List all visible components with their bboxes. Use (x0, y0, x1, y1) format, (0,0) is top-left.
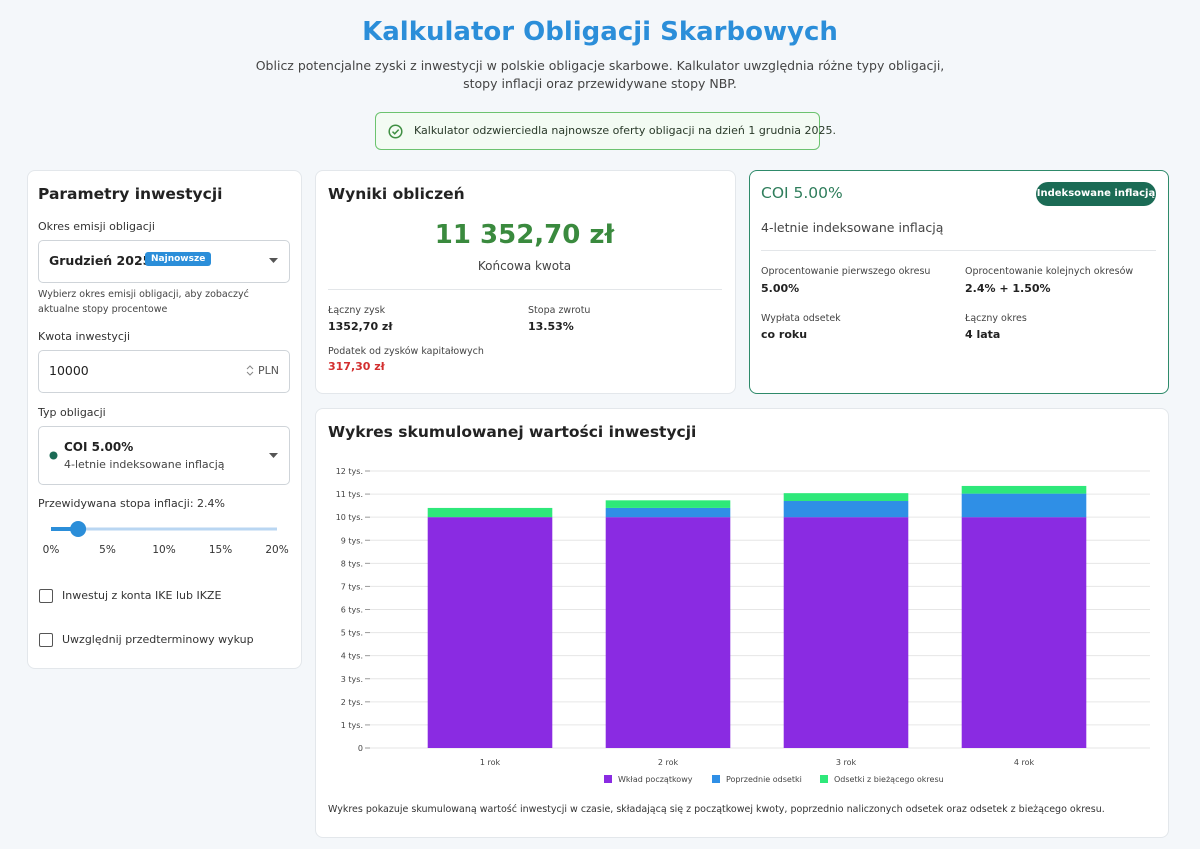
dropdown-arrow (269, 453, 279, 459)
bar-segment (784, 501, 909, 517)
inflation-label: Przewidywana stopa inflacji: 2.4% (38, 497, 225, 510)
y-tick-label: 2 tys. (341, 698, 363, 707)
bond-item-value: 2.4% + 1.50% (965, 282, 1051, 295)
stat-value: 1352,70 zł (328, 320, 392, 333)
bond-item-label: Oprocentowanie kolejnych okresów (965, 266, 1133, 277)
stat-value: 317,30 zł (328, 360, 385, 373)
type-name: COI 5.00% (64, 440, 133, 454)
period-label: Okres emisji obligacji (38, 220, 155, 233)
bar-segment (784, 493, 909, 501)
stat-label: Stopa zwrotu (528, 305, 590, 316)
legend-swatch (712, 775, 720, 783)
legend-label: Poprzednie odsetki (726, 775, 802, 784)
amount-value: 10000 (49, 363, 89, 378)
bond-item-label: Wypłata odsetek (761, 313, 841, 324)
bond-item-value: 4 lata (965, 328, 1000, 341)
page-subtitle: Oblicz potencjalne zyski z inwestycji w … (250, 57, 950, 93)
bond-item-value: co roku (761, 328, 807, 341)
y-tick-label: 3 tys. (341, 675, 363, 684)
y-tick-label: 9 tys. (341, 536, 363, 545)
params-title: Parametry inwestycji (38, 185, 222, 203)
stat-value: 13.53% (528, 320, 574, 333)
slider-tick-label: 5% (99, 544, 116, 556)
type-select[interactable] (38, 426, 290, 485)
legend-label: Wkład początkowy (618, 775, 693, 784)
bar-segment (428, 517, 553, 748)
x-tick-label: 4 rok (1014, 758, 1035, 767)
checkbox[interactable] (39, 589, 53, 603)
final-label: Końcowa kwota (315, 259, 734, 273)
check-icon (388, 124, 403, 139)
type-desc: 4-letnie indeksowane inflacją (64, 458, 225, 471)
divider (761, 250, 1156, 251)
slider-tick-label: 20% (265, 544, 288, 556)
bar-segment (962, 486, 1087, 494)
page-title: Kalkulator Obligacji Skarbowych (0, 17, 1200, 47)
bar-segment (962, 494, 1087, 518)
y-tick-label: 1 tys. (341, 721, 363, 730)
bond-item-label: Oprocentowanie pierwszego okresu (761, 266, 930, 277)
type-dot (49, 451, 58, 460)
bond-item-value: 5.00% (761, 282, 799, 295)
stat-label: Podatek od zysków kapitałowych (328, 346, 484, 357)
y-tick-label: 6 tys. (341, 606, 363, 615)
y-tick-label: 5 tys. (341, 629, 363, 638)
bond-desc: 4-letnie indeksowane inflacją (761, 220, 943, 235)
period-badge: Najnowsze (145, 252, 211, 266)
y-tick-label: 11 tys. (336, 490, 363, 499)
legend-swatch (604, 775, 612, 783)
bond-badge: Indeksowane inflacją (1036, 182, 1156, 206)
y-tick-label: 4 tys. (341, 652, 363, 661)
dropdown-arrow (269, 258, 279, 264)
bond-item-label: Łączny okres (965, 313, 1027, 324)
bar-segment (606, 500, 731, 508)
x-tick-label: 3 rok (836, 758, 857, 767)
notice-text: Kalkulator odzwierciedla najnowsze ofert… (414, 124, 836, 137)
y-tick-label: 8 tys. (341, 559, 363, 568)
inflation-slider[interactable]: 0% 5% 10% 15% 20% (30, 515, 295, 560)
final-amount: 11 352,70 zł (315, 220, 734, 250)
amount-label: Kwota inwestycji (38, 330, 130, 343)
bar-segment (606, 517, 731, 748)
chart-caption: Wykres pokazuje skumulowaną wartość inwe… (328, 804, 1105, 815)
bar-segment (428, 508, 553, 517)
spinner-icon (245, 364, 255, 377)
slider-thumb (70, 521, 86, 537)
slider-tick-label: 10% (152, 544, 175, 556)
x-tick-label: 1 rok (480, 758, 501, 767)
bar-segment (784, 517, 909, 748)
slider-tick-label: 15% (209, 544, 232, 556)
period-hint: Wybierz okres emisji obligacji, aby zoba… (38, 287, 288, 317)
checkbox-label: Inwestuj z konta IKE lub IKZE (62, 589, 221, 602)
y-tick-label: 10 tys. (336, 513, 363, 522)
bar-segment (606, 508, 731, 517)
slider-tick-label: 0% (43, 544, 60, 556)
x-tick-label: 2 rok (658, 758, 679, 767)
type-label: Typ obligacji (38, 406, 106, 419)
checkbox-label: Uwzględnij przedterminowy wykup (62, 633, 254, 646)
chart: 0 1 tys. 2 tys. 3 tys. 4 tys. 5 tys. 6 tys. 7 t… (315, 408, 1167, 798)
legend-label: Odsetki z bieżącego okresu (834, 775, 944, 784)
divider (328, 289, 722, 290)
amount-unit: PLN (258, 364, 279, 377)
period-value: Grudzień 2025 (49, 253, 151, 268)
y-tick-label: 12 tys. (336, 467, 363, 476)
bar-segment (962, 517, 1087, 748)
stat-label: Łączny zysk (328, 305, 385, 316)
y-tick-label: 7 tys. (341, 582, 363, 591)
legend-swatch (820, 775, 828, 783)
notice: Kalkulator odzwierciedla najnowsze ofert… (375, 112, 820, 150)
y-tick-label: 0 (358, 744, 363, 753)
checkbox[interactable] (39, 633, 53, 647)
bond-name: COI 5.00% (761, 184, 843, 202)
results-title: Wyniki obliczeń (328, 185, 465, 203)
